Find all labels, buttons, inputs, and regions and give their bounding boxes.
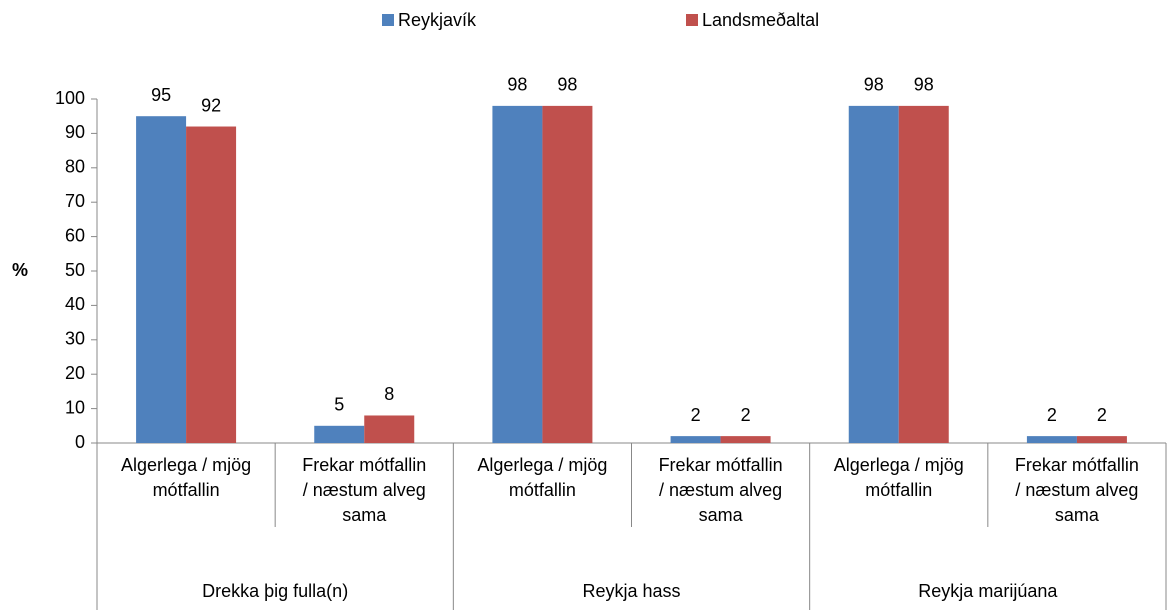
y-tick-label: 100 [55,88,85,108]
legend-label: Landsmeðaltal [702,10,819,30]
data-label: 2 [1097,405,1107,425]
y-tick-label: 0 [75,432,85,452]
data-label: 98 [507,75,527,95]
y-tick-label: 90 [65,122,85,142]
x-tick-label: / næstum alveg [659,480,782,500]
y-tick-label: 40 [65,294,85,314]
y-tick-label: 70 [65,191,85,211]
data-label: 2 [1047,405,1057,425]
legend-swatch [686,14,698,26]
y-tick-label: 80 [65,157,85,177]
x-tick-label: Frekar mótfallin [302,455,426,475]
x-tick-label: Algerlega / mjög [834,455,964,475]
group-label: Reykja marijúana [918,581,1058,601]
bar [542,105,593,443]
x-tick-label: Algerlega / mjög [477,455,607,475]
y-axis-label: % [12,260,28,280]
x-tick-label: Algerlega / mjög [121,455,251,475]
y-tick-label: 60 [65,225,85,245]
y-tick-label: 50 [65,260,85,280]
bar [1026,436,1077,443]
legend-label: Reykjavík [398,10,477,30]
x-tick-label: sama [342,505,387,525]
bar [1076,436,1127,443]
x-tick-label: mótfallin [509,480,576,500]
data-label: 5 [334,395,344,415]
data-label: 8 [384,384,394,404]
bar [314,425,365,443]
data-label: 95 [151,85,171,105]
x-tick-label: Frekar mótfallin [1015,455,1139,475]
legend-swatch [382,14,394,26]
bar [898,105,949,443]
x-tick-label: mótfallin [153,480,220,500]
data-label: 98 [557,75,577,95]
bar [364,415,415,443]
data-label: 92 [201,95,221,115]
x-tick-label: / næstum alveg [303,480,426,500]
bar [186,126,237,444]
bar [670,436,721,443]
y-tick-label: 10 [65,397,85,417]
x-tick-label: mótfallin [865,480,932,500]
data-label: 98 [864,75,884,95]
x-tick-label: Frekar mótfallin [659,455,783,475]
data-label: 98 [914,75,934,95]
bar [720,436,771,443]
data-label: 2 [691,405,701,425]
group-label: Drekka þig fulla(n) [202,581,348,601]
bar [492,105,543,443]
y-tick-label: 20 [65,363,85,383]
data-label: 2 [741,405,751,425]
bar [848,105,899,443]
y-tick-label: 30 [65,329,85,349]
x-tick-label: sama [699,505,744,525]
x-tick-label: / næstum alveg [1015,480,1138,500]
bar [136,116,187,443]
group-label: Reykja hass [582,581,680,601]
x-tick-label: sama [1055,505,1100,525]
